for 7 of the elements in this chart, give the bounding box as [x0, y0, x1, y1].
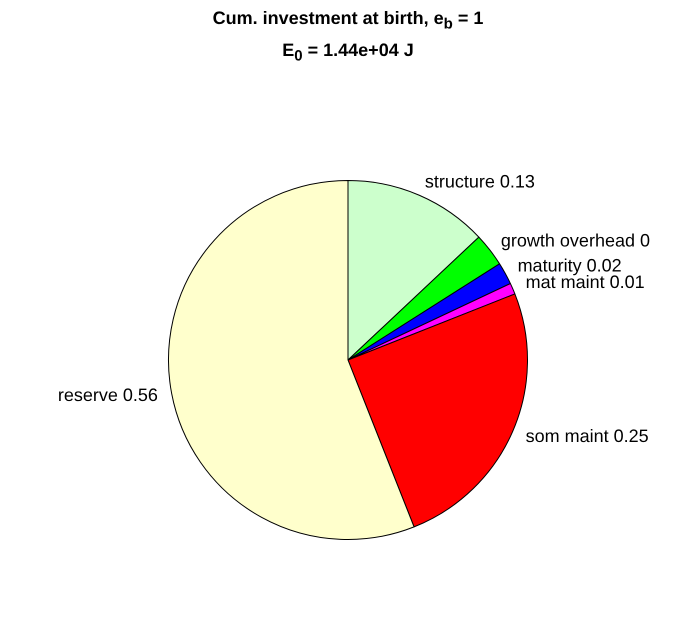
- slice-label: maturity 0.02: [518, 256, 622, 276]
- chart-title: Cum. investment at birth, e$_{b}$ = 1: [212, 8, 484, 33]
- slice-label: structure 0.13: [424, 171, 535, 192]
- slice-label: som maint 0.25: [526, 426, 649, 446]
- chart-subtitle: E$_{0}$ = 1.44e+04 J: [281, 40, 415, 65]
- slice-label: growth overhead 0: [500, 230, 650, 250]
- slice-label: reserve 0.56: [58, 385, 158, 406]
